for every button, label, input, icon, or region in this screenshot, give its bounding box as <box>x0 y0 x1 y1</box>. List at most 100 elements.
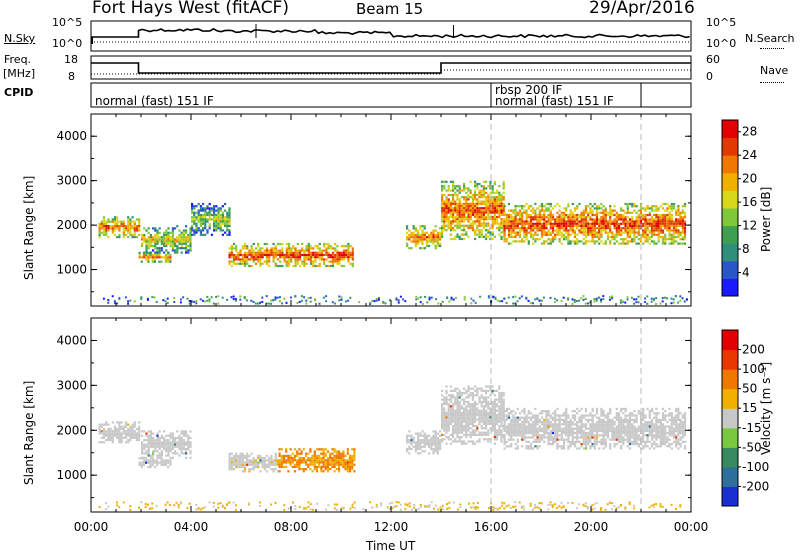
echo-cell <box>549 425 552 428</box>
echo-cell <box>496 409 499 412</box>
echo-cell <box>449 442 452 445</box>
echo-cell <box>624 218 627 221</box>
echo-cell <box>505 238 508 241</box>
echo-cell <box>113 216 117 219</box>
echo-cell <box>650 218 654 221</box>
echo-cell <box>163 441 166 444</box>
echo-cell <box>456 396 459 399</box>
echo-cell <box>500 222 503 225</box>
echo-cell <box>313 465 316 468</box>
echo-cell <box>500 405 503 408</box>
echo-cell <box>502 407 505 410</box>
echo-cell <box>498 414 501 417</box>
echo-cell <box>642 233 645 236</box>
echo-cell <box>500 403 503 406</box>
echo-cell <box>419 445 422 448</box>
echo-cell <box>476 207 479 210</box>
echo-cell <box>476 394 479 397</box>
echo-cell <box>235 452 238 455</box>
echo-cell <box>493 215 496 219</box>
echo-cell <box>428 244 431 248</box>
echo-cell <box>454 414 457 417</box>
echo-cell <box>252 260 255 263</box>
echo-cell <box>296 454 299 457</box>
echo-cell <box>199 222 202 225</box>
echo-cell <box>554 205 557 208</box>
echo-cell <box>664 216 667 219</box>
echo-cell <box>199 218 202 221</box>
echo-cell <box>228 211 231 214</box>
echo-cell <box>659 229 662 232</box>
echo-cell <box>145 439 148 442</box>
echo-cell <box>294 258 297 261</box>
echo-cell <box>529 429 533 432</box>
echo-cell <box>447 218 450 221</box>
echo-cell <box>235 249 238 252</box>
echo-cell <box>589 207 592 210</box>
echo-cell <box>167 459 170 462</box>
echo-cell <box>439 238 442 241</box>
echo-cell <box>549 233 552 236</box>
echo-cell <box>452 180 455 183</box>
echo-cell <box>320 457 323 460</box>
echo-cell <box>133 236 136 239</box>
echo-cell <box>129 436 132 439</box>
echo-cell <box>436 436 439 440</box>
echo-cell <box>510 445 513 448</box>
echo-cell <box>441 405 444 408</box>
echo-cell <box>646 218 649 221</box>
echo-cell <box>452 427 455 430</box>
echo-cell <box>147 459 150 462</box>
echo-cell <box>593 443 596 446</box>
echo-cell <box>549 213 552 217</box>
echo-cell <box>591 220 594 223</box>
scatter-cell <box>395 296 398 299</box>
echo-cell <box>171 447 174 451</box>
echo-cell <box>439 227 442 230</box>
scatter-cell <box>133 300 136 303</box>
echo-cell <box>243 461 247 464</box>
scatter-cell <box>206 295 209 298</box>
echo-cell <box>434 443 437 446</box>
echo-cell <box>322 448 325 451</box>
echo-cell <box>538 209 541 212</box>
echo-cell <box>348 457 352 460</box>
echo-cell <box>180 441 183 444</box>
echo-cell <box>529 229 533 232</box>
echo-cell <box>337 450 341 453</box>
echo-cell <box>471 211 474 214</box>
echo-cell <box>425 238 428 241</box>
echo-cell <box>681 216 684 219</box>
echo-cell <box>208 224 211 228</box>
echo-cell <box>500 400 503 403</box>
echo-cell <box>469 215 472 219</box>
echo-cell <box>633 240 636 243</box>
echo-cell <box>458 392 461 395</box>
echo-cell <box>135 218 139 221</box>
echo-cell <box>547 438 550 441</box>
echo-cell <box>602 209 605 212</box>
echo-cell <box>176 240 179 243</box>
echo-cell <box>307 251 310 254</box>
echo-cell <box>318 457 321 460</box>
echo-cell <box>460 392 463 395</box>
echo-cell <box>617 216 621 219</box>
echo-cell <box>675 213 678 217</box>
nsearch-legend-dots <box>760 46 784 49</box>
echo-cell <box>340 454 343 457</box>
echo-cell <box>160 441 163 444</box>
echo-cell <box>278 454 281 457</box>
echo-cell <box>417 441 420 444</box>
echo-cell <box>445 431 448 434</box>
echo-cell <box>547 425 550 428</box>
echo-cell <box>474 180 477 183</box>
echo-cell <box>154 450 157 453</box>
echo-cell <box>199 220 202 223</box>
echo-cell <box>182 233 185 237</box>
echo-cell <box>447 411 450 414</box>
echo-cell <box>543 425 546 428</box>
scatter-cell <box>278 296 281 299</box>
echo-cell <box>534 213 537 217</box>
echo-cell <box>536 222 539 225</box>
echo-cell <box>578 436 581 439</box>
